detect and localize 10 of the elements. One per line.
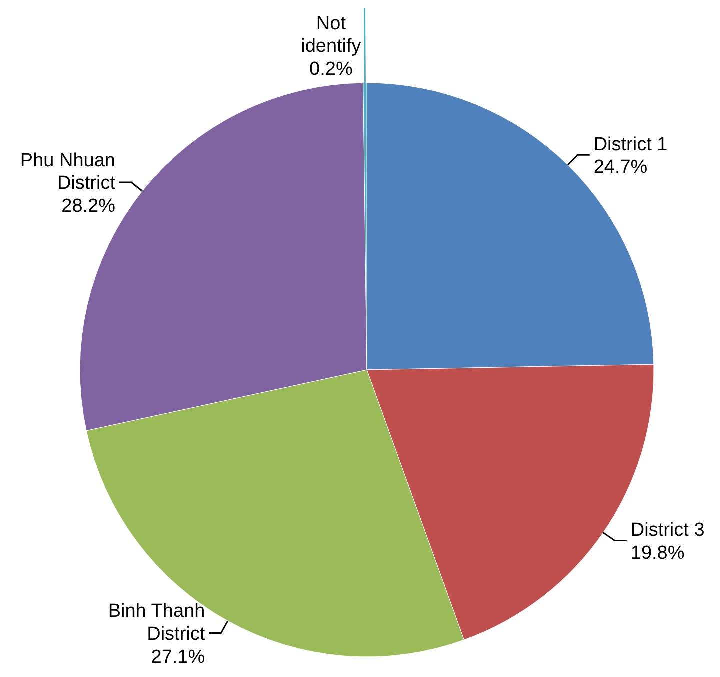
data-label: 28.2% [62,196,116,217]
data-label: 0.2% [310,59,353,80]
slice-label: Phu Nhuan District [20,150,116,194]
slice-label: Binh Thanh District [108,601,206,645]
data-label: 19.8% [630,542,685,564]
data-label: 27.1% [151,646,206,668]
slice-label: Not identify [301,13,362,58]
data-label: 24.7% [594,157,648,178]
slice-label: District 1 [594,134,668,156]
slice-label: District 3 [630,520,705,541]
